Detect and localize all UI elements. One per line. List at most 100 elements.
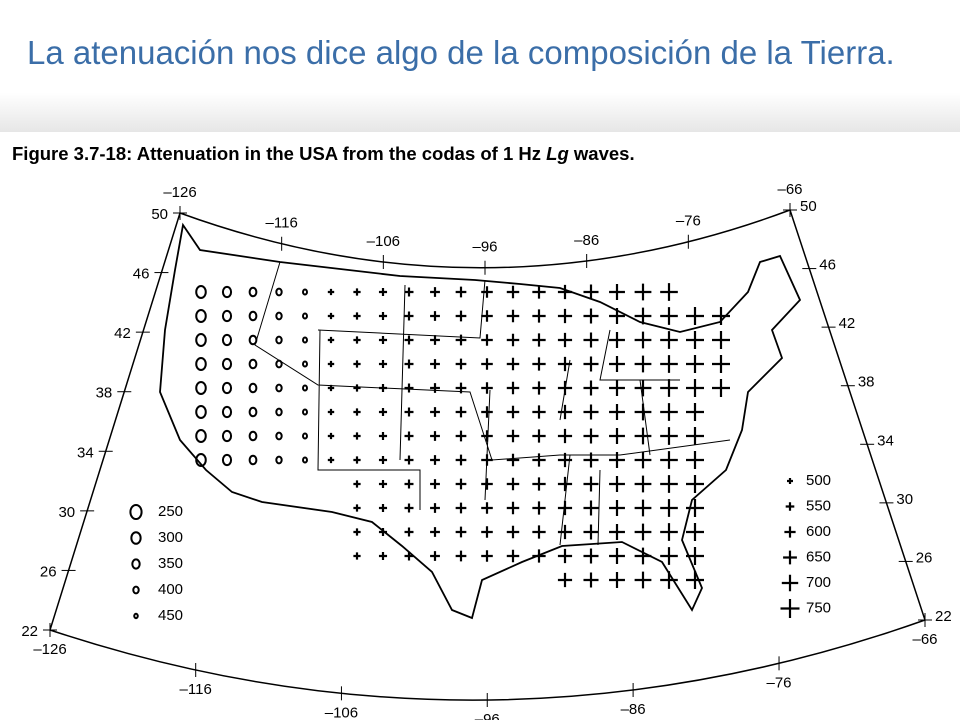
high-q-symbol	[583, 524, 599, 540]
low-q-symbol	[221, 381, 233, 395]
low-q-symbol	[195, 309, 207, 323]
high-q-symbol	[455, 334, 467, 346]
legend-symbol	[783, 550, 797, 565]
high-q-symbol	[634, 499, 652, 517]
high-q-symbol	[327, 408, 335, 416]
high-q-symbol	[634, 379, 652, 397]
high-q-symbol	[481, 478, 493, 490]
high-q-symbol	[609, 428, 625, 444]
high-q-symbol	[557, 500, 573, 516]
high-q-symbol	[455, 478, 467, 490]
high-q-symbol	[327, 360, 335, 368]
high-q-symbol	[353, 312, 361, 320]
legend-label: 450	[158, 607, 183, 624]
high-q-symbol	[532, 381, 546, 395]
legend-label: 750	[806, 599, 831, 616]
legend-label: 600	[806, 523, 831, 540]
longitude-label: –126	[163, 184, 196, 201]
high-q-symbol	[430, 335, 440, 345]
high-q-symbol	[481, 526, 493, 538]
high-q-symbol	[609, 452, 625, 468]
latitude-label: 50	[800, 198, 817, 215]
low-q-symbol	[221, 285, 233, 299]
low-q-symbol	[195, 357, 207, 371]
latitude-label: 30	[896, 491, 913, 508]
high-q-symbol	[481, 334, 493, 346]
high-q-symbol	[583, 476, 599, 492]
high-q-symbol	[634, 283, 652, 301]
high-q-symbol	[686, 499, 704, 517]
high-q-symbol	[378, 407, 388, 417]
high-q-symbol	[327, 288, 335, 296]
latitude-label: 34	[77, 444, 94, 461]
longitude-label: –76	[676, 213, 701, 230]
legend-symbol	[131, 558, 141, 570]
high-q-symbol	[609, 332, 625, 348]
low-q-symbol	[195, 429, 207, 443]
high-q-symbol	[557, 524, 573, 540]
high-q-symbol	[634, 427, 652, 445]
latitude-label: 42	[839, 315, 856, 332]
high-q-symbol	[404, 383, 414, 393]
high-q-symbol	[712, 307, 730, 325]
low-q-symbol	[275, 287, 283, 297]
high-q-symbol	[634, 451, 652, 469]
legend-label: 300	[158, 529, 183, 546]
high-q-symbol	[481, 430, 493, 442]
high-q-symbol	[455, 286, 467, 298]
legend-symbol	[780, 599, 800, 618]
high-q-symbol	[686, 355, 704, 373]
low-q-symbol	[221, 357, 233, 371]
high-q-symbol	[557, 548, 573, 564]
high-q-symbol	[609, 572, 625, 588]
high-q-symbol	[634, 331, 652, 349]
high-q-symbol	[686, 523, 704, 541]
low-q-symbol	[195, 453, 207, 467]
high-q-symbol	[583, 308, 599, 324]
latitude-label: 22	[21, 623, 38, 640]
high-q-symbol	[532, 309, 546, 323]
high-q-symbol	[506, 405, 520, 419]
high-q-symbol	[430, 359, 440, 369]
high-q-symbol	[634, 403, 652, 421]
high-q-symbol	[660, 307, 678, 325]
legend-symbol	[130, 531, 142, 545]
high-q-symbol	[430, 527, 440, 537]
high-q-symbol	[660, 571, 678, 589]
legend-symbol	[784, 526, 796, 538]
low-q-symbol	[248, 454, 258, 466]
high-q-symbol	[327, 432, 335, 440]
high-q-symbol	[430, 551, 440, 561]
high-q-symbol	[686, 547, 704, 565]
high-q-symbol	[660, 523, 678, 541]
high-q-symbol	[557, 452, 573, 468]
high-q-symbol	[506, 453, 520, 467]
high-q-symbol	[686, 307, 704, 325]
latitude-label: 38	[858, 374, 875, 391]
high-q-symbol	[481, 406, 493, 418]
high-q-symbol	[609, 548, 625, 564]
figure-caption: Figure 3.7-18: Attenuation in the USA fr…	[12, 143, 635, 165]
high-q-symbol	[583, 452, 599, 468]
low-q-symbol	[275, 359, 283, 369]
high-q-symbol	[353, 336, 361, 344]
high-q-symbol	[660, 451, 678, 469]
high-q-symbol	[404, 455, 414, 465]
latitude-label: 26	[916, 549, 933, 566]
high-q-symbol	[686, 331, 704, 349]
high-q-symbol	[532, 405, 546, 419]
high-q-symbol	[557, 356, 573, 372]
high-q-symbol	[609, 500, 625, 516]
high-q-symbol	[609, 404, 625, 420]
high-q-symbol	[327, 312, 335, 320]
legend-symbol	[787, 478, 793, 484]
high-q-symbol	[532, 525, 546, 539]
high-q-symbol	[353, 384, 361, 392]
high-q-symbol	[404, 551, 414, 561]
high-q-symbol	[506, 501, 520, 515]
latitude-label: 34	[877, 432, 894, 449]
low-q-symbol	[302, 288, 308, 296]
high-q-symbol	[532, 333, 546, 347]
high-q-symbol	[455, 526, 467, 538]
low-q-symbol	[248, 358, 258, 370]
